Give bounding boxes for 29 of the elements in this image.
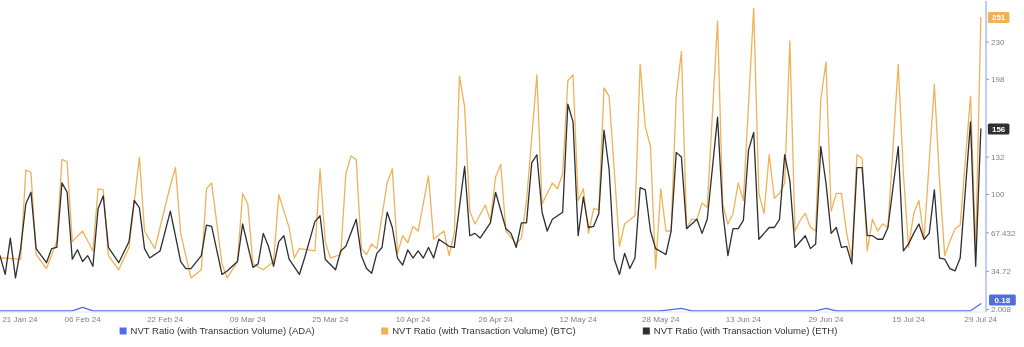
annotation: 156 <box>991 124 1006 134</box>
line-series <box>0 303 982 312</box>
y-tick-label: 132 <box>991 152 1005 162</box>
y-tick-label: 2.008 <box>991 305 1012 315</box>
y-tick-label: 67.432 <box>991 228 1017 238</box>
x-tick-label: 29 Jun 24 <box>808 315 845 324</box>
x-tick-label: 28 May 24 <box>642 315 680 324</box>
y-tick-label: 198 <box>991 75 1005 85</box>
x-tick-label: 09 Mar 24 <box>229 315 267 324</box>
x-tick-label: 21 Jan 24 <box>2 315 39 324</box>
x-tick-label: 12 May 24 <box>559 315 598 324</box>
x-tick-label: 26 Apr 24 <box>478 315 514 324</box>
line-series <box>0 103 982 279</box>
x-tick-label: 13 Jun 24 <box>725 315 762 324</box>
legend-label: NVT Ratio (with Transaction Volume) (BTC) <box>392 325 576 337</box>
y-tick-label: 230 <box>991 37 1005 47</box>
x-tick-label: 15 Jul 24 <box>892 315 926 324</box>
y-tick-label: 34.72 <box>991 267 1012 277</box>
legend-label: NVT Ratio (with Transaction Volume) (ADA) <box>130 325 315 337</box>
x-tick-label: 22 Feb 24 <box>147 315 184 324</box>
text: 0.18 <box>994 295 1011 305</box>
x-tick-label: 06 Feb 24 <box>64 315 102 324</box>
legend-label: NVT Ratio (with Transaction Volume) (ETH) <box>653 325 838 337</box>
x-tick-label: 10 Apr 24 <box>395 315 431 324</box>
x-tick-label: 29 Jul 24 <box>964 315 998 324</box>
y-tick-label: 100 <box>991 190 1005 200</box>
annotation: 251 <box>991 13 1006 23</box>
x-tick-label: 25 Mar 24 <box>312 315 349 324</box>
line-series <box>0 7 982 279</box>
